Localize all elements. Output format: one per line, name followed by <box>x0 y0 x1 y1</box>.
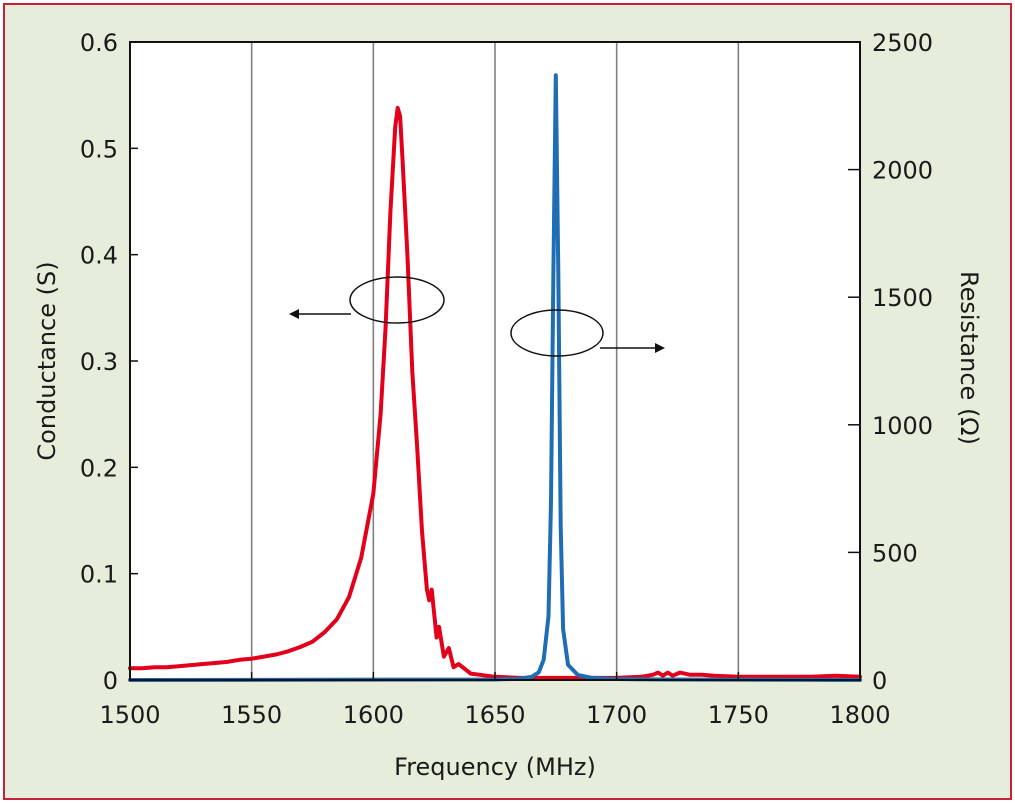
right-arrowhead-icon <box>655 343 665 353</box>
y-right-tick-label: 1500 <box>872 284 933 312</box>
y-left-tick-label: 0.6 <box>80 29 118 57</box>
y-left-tick-label: 0.1 <box>80 561 118 589</box>
x-tick-label: 1800 <box>829 701 890 729</box>
left-arrowhead-icon <box>289 309 299 319</box>
y-left-tick-label: 0.4 <box>80 242 118 270</box>
x-axis-title: Frequency (MHz) <box>394 753 596 781</box>
y-right-tick-label: 2500 <box>872 29 933 57</box>
y-right-axis-title: Resistance (Ω) <box>955 271 983 445</box>
resistance-series-line <box>128 73 862 682</box>
y-left-tick-label: 0.5 <box>80 135 118 163</box>
y-right-tick-label: 0 <box>872 667 887 695</box>
grid-layer <box>250 42 740 680</box>
tick-layer: 1500 1550 1600 1650 1700 1750 1800 0 0.1 0.2 0.3 0.… <box>80 29 933 729</box>
x-tick-label: 1650 <box>464 701 525 729</box>
series-layer <box>128 73 862 682</box>
y-right-tick-label: 1000 <box>872 412 933 440</box>
x-tick-label: 1600 <box>343 701 404 729</box>
conductance-series-line <box>128 105 862 680</box>
x-tick-label: 1750 <box>708 701 769 729</box>
annotation-layer <box>289 276 665 357</box>
resistance-series-marker <box>510 309 604 357</box>
y-left-tick-label: 0 <box>103 667 118 695</box>
y-right-tick-label: 2000 <box>872 157 933 185</box>
y-left-axis-title: Conductance (S) <box>33 261 61 460</box>
conductance-series-marker <box>349 276 445 324</box>
y-left-tick-label: 0.2 <box>80 454 118 482</box>
y-left-tick-label: 0.3 <box>80 348 118 376</box>
y-right-tick-label: 500 <box>872 539 918 567</box>
x-tick-label: 1500 <box>99 701 160 729</box>
x-tick-label: 1550 <box>221 701 282 729</box>
x-tick-label: 1700 <box>586 701 647 729</box>
